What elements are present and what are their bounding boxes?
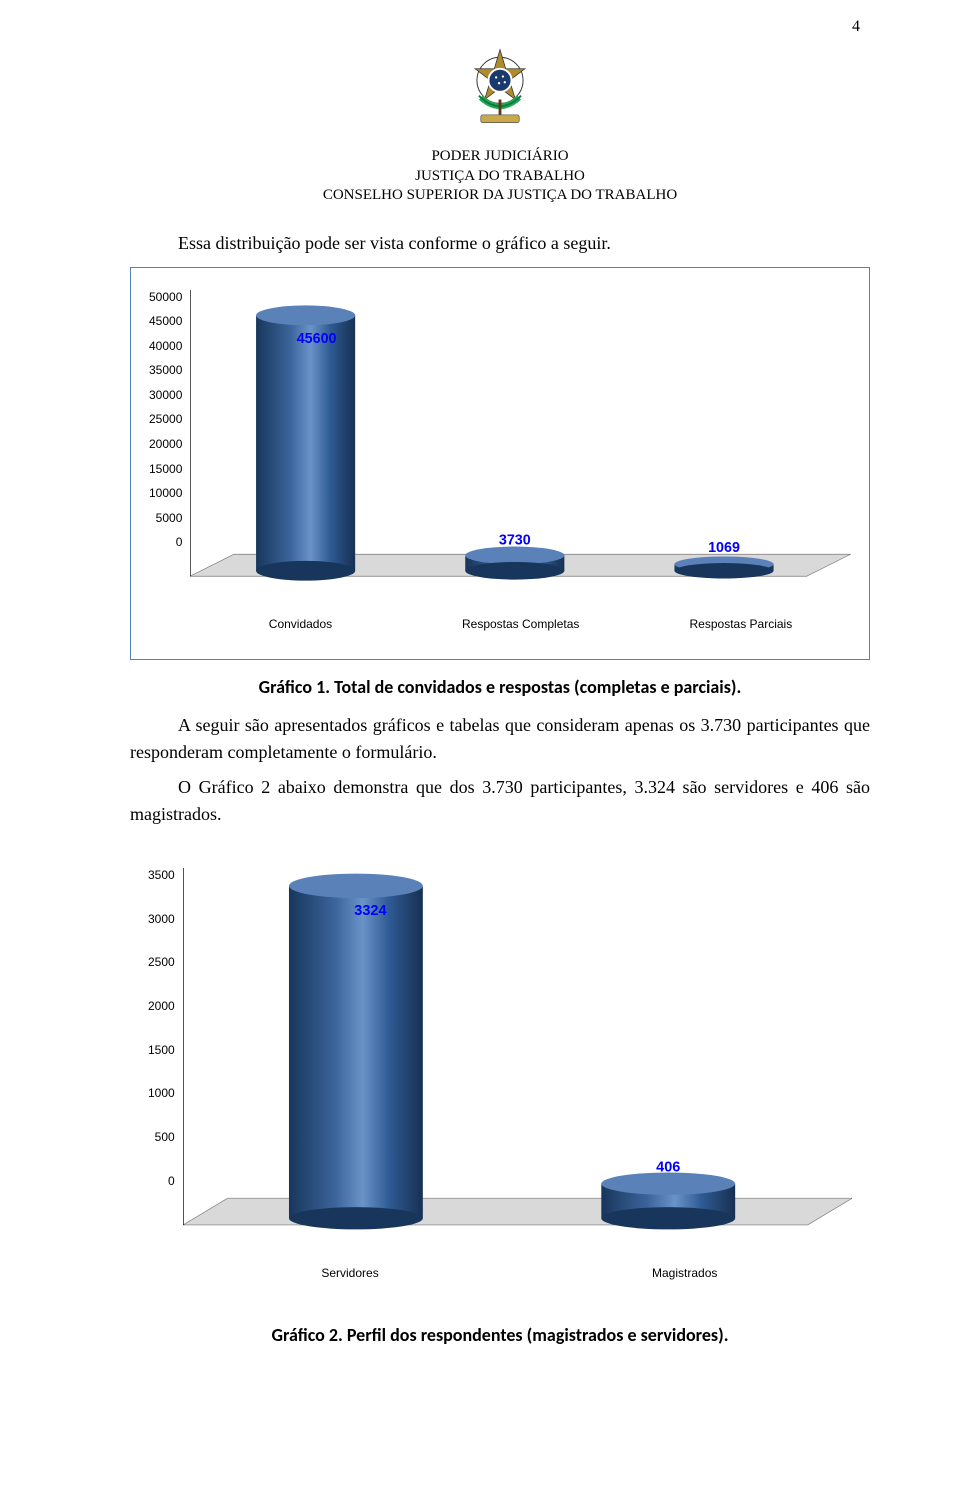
chart1-bar-convidados: 45600 <box>256 305 355 580</box>
document-header: PODER JUDICIÁRIO JUSTIÇA DO TRABALHO CON… <box>130 40 870 206</box>
header-line-3: CONSELHO SUPERIOR DA JUSTIÇA DO TRABALHO <box>130 186 870 206</box>
page-number: 4 <box>852 18 860 36</box>
header-line-2: JUSTIÇA DO TRABALHO <box>130 167 870 187</box>
svg-text:45600: 45600 <box>297 330 337 346</box>
chart1-caption: Gráfico 1. Total de convidados e respost… <box>130 676 870 698</box>
chart1-bar-parciais: 1069 <box>675 540 774 578</box>
chart1-plot: 45600 3730 1069 <box>190 290 851 609</box>
chart2-bar-magistrados: 406 <box>601 1159 735 1229</box>
chart1-x-labels: Convidados Respostas Completas Respostas… <box>190 617 851 631</box>
chart2-caption: Gráfico 2. Perfil dos respondentes (magi… <box>130 1324 870 1346</box>
chart1-bar-completas: 3730 <box>466 532 565 579</box>
paragraph-2: A seguir são apresentados gráficos e tab… <box>130 712 870 766</box>
chart2-y-axis: 3500 3000 2500 2000 1500 1000 500 0 <box>148 868 183 1188</box>
svg-text:3324: 3324 <box>354 903 386 919</box>
svg-text:1069: 1069 <box>708 540 740 556</box>
chart1-y-axis: 50000 45000 40000 35000 30000 25000 2000… <box>149 290 190 550</box>
paragraph-1: Essa distribuição pode ser vista conform… <box>130 230 870 257</box>
chart-2: 3500 3000 2500 2000 1500 1000 500 0 <box>130 846 870 1308</box>
page: 4 PODER JUDICIÁRIO JUSTIÇA DO TRABALHO C… <box>0 0 960 1410</box>
svg-text:406: 406 <box>656 1159 680 1175</box>
header-line-1: PODER JUDICIÁRIO <box>130 147 870 167</box>
chart2-plot: 3324 406 <box>183 868 852 1258</box>
chart2-bar-servidores: 3324 <box>289 873 423 1229</box>
chart-1: 50000 45000 40000 35000 30000 25000 2000… <box>130 267 870 660</box>
chart2-x-labels: Servidores Magistrados <box>183 1266 852 1280</box>
paragraph-3: O Gráfico 2 abaixo demonstra que dos 3.7… <box>130 774 870 828</box>
svg-text:3730: 3730 <box>499 532 531 548</box>
brazil-coat-of-arms-icon <box>452 40 548 141</box>
